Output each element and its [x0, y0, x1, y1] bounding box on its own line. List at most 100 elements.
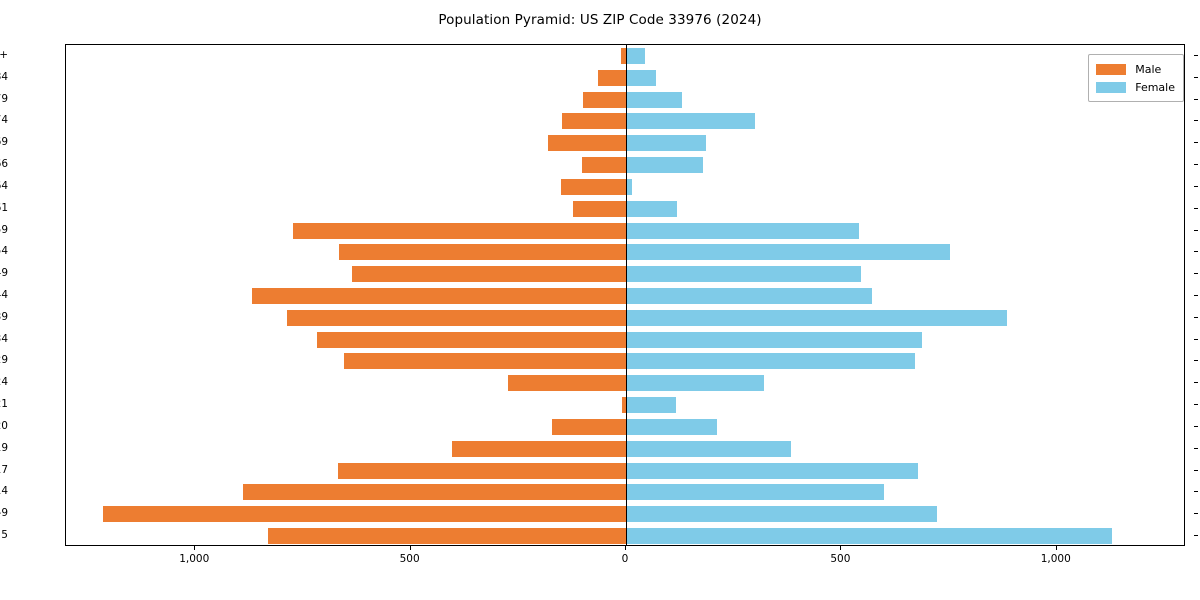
bar-male-45-49 — [352, 266, 626, 283]
y-tick-mark — [1194, 491, 1198, 493]
bar-female-45-49 — [626, 266, 861, 283]
y-tick-label: 65-66 — [0, 158, 8, 171]
bar-male-under-5 — [268, 528, 626, 545]
bar-female-under-5 — [626, 528, 1112, 545]
x-tick-label: 1,000 — [179, 553, 210, 565]
bar-female-67-69 — [626, 135, 706, 152]
bar-male-20 — [551, 418, 626, 435]
bar-male-80-84 — [598, 69, 626, 86]
x-tick-mark — [625, 546, 626, 550]
bar-female-30-34 — [626, 331, 923, 348]
bar-male-5-9 — [102, 506, 626, 523]
bar-female-40-44 — [626, 288, 873, 304]
y-tick-label: 25-29 — [0, 354, 8, 367]
bar-male-75-79 — [582, 91, 626, 108]
bar-female-50-54 — [626, 244, 950, 261]
y-tick-label: 75-79 — [0, 92, 8, 105]
y-tick-label: 62-64 — [0, 179, 8, 192]
y-tick-mark — [1194, 142, 1198, 144]
legend-label-female: Female — [1135, 80, 1175, 94]
bar-female-10-14 — [626, 484, 884, 501]
bar-female-65-66 — [626, 157, 703, 174]
bar-female-22-24 — [626, 375, 764, 392]
legend-item-female: Female — [1096, 78, 1175, 96]
y-tick-mark — [1194, 404, 1198, 406]
y-tick-mark — [1194, 54, 1198, 56]
bar-male-60-61 — [573, 200, 626, 217]
x-tick-label: 0 — [621, 553, 629, 565]
y-tick-mark — [1194, 164, 1198, 166]
bar-female-80-84 — [626, 69, 657, 86]
y-tick-label: Under 5 — [0, 529, 8, 542]
x-tick-mark — [1055, 546, 1057, 550]
y-tick-mark — [1194, 382, 1198, 384]
zero-axis-line — [626, 45, 627, 545]
bar-male-10-14 — [243, 484, 626, 501]
y-tick-mark — [1194, 229, 1198, 231]
bar-male-62-64 — [561, 178, 626, 195]
y-tick-mark — [1194, 338, 1198, 340]
bar-female-20 — [626, 418, 718, 435]
bar-female-55-59 — [626, 222, 859, 239]
plot-area — [65, 44, 1185, 546]
y-tick-label: 60-61 — [0, 201, 8, 214]
y-tick-label: 80-84 — [0, 70, 8, 83]
bar-male-22-24 — [507, 375, 626, 392]
legend-swatch-male — [1096, 63, 1127, 75]
bar-female-18-19 — [626, 440, 791, 457]
bar-female-25-29 — [626, 353, 916, 370]
y-tick-label: 30-34 — [0, 332, 8, 345]
bar-male-70-74 — [562, 113, 626, 130]
bar-female-75-79 — [626, 91, 682, 108]
bar-female-15-17 — [626, 462, 919, 479]
y-tick-mark — [1194, 535, 1198, 537]
y-tick-mark — [1194, 316, 1198, 318]
bar-male-25-29 — [343, 353, 626, 370]
x-tick-label: 500 — [399, 553, 420, 565]
bar-female-60-61 — [626, 200, 677, 217]
x-tick-mark — [194, 546, 196, 550]
bar-female-5-9 — [626, 506, 937, 523]
bar-male-65-66 — [581, 157, 626, 174]
bar-male-55-59 — [293, 222, 626, 239]
x-tick-label: 500 — [830, 553, 851, 565]
y-tick-label: 50-54 — [0, 245, 8, 258]
bar-male-85- — [620, 47, 626, 64]
y-tick-mark — [1194, 360, 1198, 362]
y-tick-mark — [1194, 207, 1198, 209]
bar-male-15-17 — [338, 462, 626, 479]
y-tick-label: 35-39 — [0, 310, 8, 323]
y-tick-mark — [1194, 76, 1198, 78]
y-tick-mark — [1194, 251, 1198, 253]
y-tick-label: 45-49 — [0, 267, 8, 280]
y-tick-label: 5-9 — [0, 507, 8, 520]
y-tick-mark — [1194, 513, 1198, 515]
chart-legend: Male Female — [1088, 54, 1184, 102]
x-tick-label: 1,000 — [1040, 553, 1071, 565]
bar-female-35-39 — [626, 309, 1008, 326]
y-tick-label: 22-24 — [0, 376, 8, 389]
chart-title: Population Pyramid: US ZIP Code 33976 (2… — [438, 12, 762, 28]
y-tick-mark — [1194, 447, 1198, 449]
bar-male-50-54 — [338, 244, 626, 261]
y-tick-mark — [1194, 185, 1198, 187]
legend-label-male: Male — [1135, 62, 1162, 76]
y-tick-label: 15-17 — [0, 463, 8, 476]
y-tick-label: 70-74 — [0, 114, 8, 127]
bars-layer — [66, 45, 1184, 545]
x-tick-mark — [409, 546, 411, 550]
y-tick-mark — [1194, 469, 1198, 471]
bar-male-30-34 — [316, 331, 626, 348]
y-tick-label: 67-69 — [0, 136, 8, 149]
y-tick-mark — [1194, 273, 1198, 275]
bar-male-35-39 — [286, 309, 626, 326]
y-tick-mark — [1194, 295, 1198, 296]
x-tick-mark — [840, 546, 842, 550]
bar-female-70-74 — [626, 113, 756, 130]
bar-female-21 — [626, 397, 676, 414]
y-tick-label: 10-14 — [0, 485, 8, 498]
bar-male-67-69 — [547, 135, 626, 152]
y-tick-label: 40-44 — [0, 289, 8, 301]
bar-female-85- — [626, 47, 646, 64]
